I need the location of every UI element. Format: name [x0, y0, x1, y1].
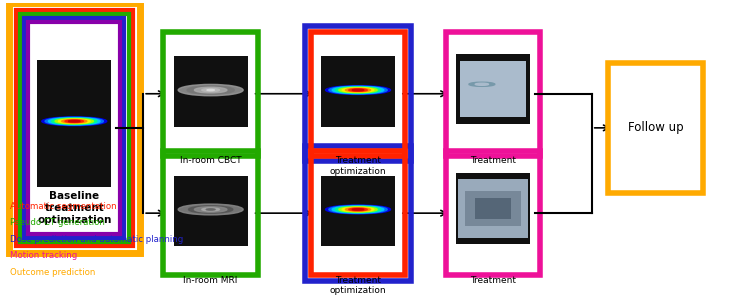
Bar	[173, 176, 248, 246]
Bar	[37, 60, 111, 187]
Ellipse shape	[178, 204, 243, 215]
Bar	[28, 22, 121, 234]
Bar	[475, 198, 512, 219]
Bar	[9, 3, 140, 253]
Ellipse shape	[339, 207, 377, 212]
Bar	[458, 179, 528, 238]
Ellipse shape	[352, 209, 364, 210]
Ellipse shape	[195, 207, 227, 212]
Bar	[15, 10, 133, 246]
Ellipse shape	[62, 119, 87, 123]
Ellipse shape	[207, 89, 215, 91]
Ellipse shape	[178, 84, 243, 96]
Text: Follow up: Follow up	[628, 122, 684, 134]
Text: Motion tracking: Motion tracking	[10, 251, 77, 260]
Ellipse shape	[476, 83, 489, 85]
Ellipse shape	[332, 87, 384, 94]
Bar	[169, 156, 253, 270]
Ellipse shape	[51, 118, 97, 124]
Text: Treatment: Treatment	[470, 276, 516, 285]
Text: Automatic segmentation: Automatic segmentation	[10, 202, 117, 211]
Ellipse shape	[68, 120, 80, 122]
Bar	[311, 32, 406, 156]
Bar	[460, 61, 526, 117]
Ellipse shape	[58, 119, 90, 123]
Ellipse shape	[326, 205, 390, 214]
Text: Baseline
treatment
optimization: Baseline treatment optimization	[37, 191, 112, 224]
Bar	[456, 173, 530, 244]
Ellipse shape	[339, 88, 377, 93]
Ellipse shape	[349, 208, 368, 211]
Bar	[456, 54, 530, 124]
Bar	[321, 56, 395, 127]
Bar	[451, 156, 535, 270]
Bar	[163, 151, 258, 275]
Ellipse shape	[469, 82, 495, 86]
Text: In-room CBCT: In-room CBCT	[180, 156, 242, 165]
Ellipse shape	[45, 117, 104, 125]
Ellipse shape	[335, 87, 381, 93]
Text: Treatment: Treatment	[470, 156, 516, 165]
Text: In-room MRI: In-room MRI	[184, 276, 238, 285]
Bar	[169, 37, 253, 151]
Bar	[163, 32, 258, 156]
Bar	[24, 18, 124, 238]
Bar	[316, 156, 400, 270]
Bar	[451, 37, 535, 151]
Bar	[321, 176, 395, 246]
Ellipse shape	[207, 209, 215, 210]
Bar	[614, 68, 698, 188]
Ellipse shape	[195, 87, 227, 93]
Bar	[445, 151, 540, 275]
Ellipse shape	[202, 88, 220, 92]
Bar	[445, 32, 540, 156]
Ellipse shape	[343, 207, 374, 212]
Text: Treatment
optimization: Treatment optimization	[330, 276, 387, 295]
Bar	[316, 37, 400, 151]
Ellipse shape	[343, 88, 374, 92]
Bar	[465, 191, 521, 226]
Ellipse shape	[65, 120, 84, 122]
Bar	[20, 14, 129, 242]
Bar	[173, 56, 248, 127]
Ellipse shape	[345, 208, 370, 211]
Ellipse shape	[55, 118, 93, 124]
Ellipse shape	[188, 206, 233, 213]
Text: Pseudo CT generation: Pseudo CT generation	[10, 218, 105, 227]
Ellipse shape	[335, 206, 381, 212]
Text: Outcome prediction: Outcome prediction	[10, 268, 96, 277]
Ellipse shape	[49, 118, 100, 125]
Bar	[311, 151, 406, 275]
Ellipse shape	[329, 206, 387, 213]
Ellipse shape	[345, 88, 370, 92]
Ellipse shape	[42, 117, 107, 126]
Bar	[608, 63, 703, 193]
Bar	[32, 26, 116, 230]
Text: Treatment
optimization: Treatment optimization	[330, 156, 387, 176]
Ellipse shape	[352, 89, 364, 91]
Ellipse shape	[326, 86, 390, 94]
Ellipse shape	[187, 86, 234, 94]
Ellipse shape	[332, 206, 384, 213]
Ellipse shape	[202, 208, 220, 211]
Bar	[305, 146, 411, 280]
Ellipse shape	[329, 86, 387, 94]
Ellipse shape	[349, 89, 368, 91]
Bar	[305, 26, 411, 161]
Text: Dose prediction and automatic planning: Dose prediction and automatic planning	[10, 235, 183, 244]
